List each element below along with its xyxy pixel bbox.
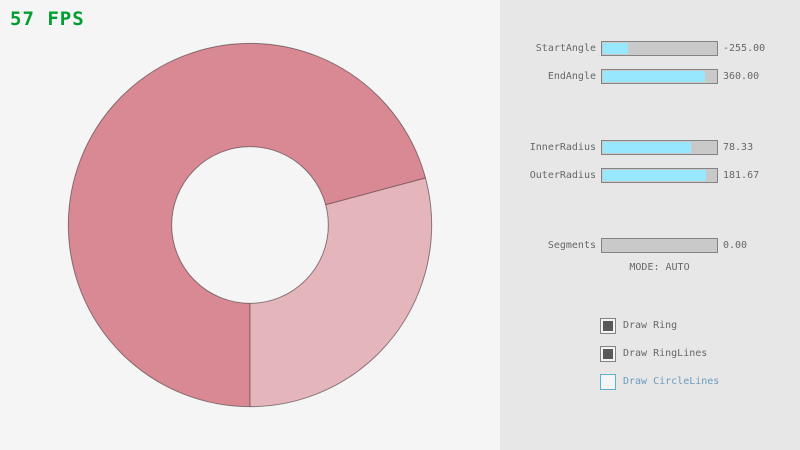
check-mark bbox=[603, 349, 613, 359]
inner-radius-slider[interactable] bbox=[601, 140, 718, 155]
slider-row: InnerRadius 78.33 bbox=[500, 140, 800, 155]
control-panel: StartAngle -255.00 EndAngle 360.00 Inner… bbox=[500, 0, 800, 450]
slider-value: 0.00 bbox=[723, 240, 748, 251]
checkbox-row: Draw Ring bbox=[600, 318, 800, 334]
outer-radius-slider[interactable] bbox=[601, 168, 718, 183]
segments-slider[interactable] bbox=[601, 238, 718, 253]
slider-value: 78.33 bbox=[723, 142, 754, 153]
end-angle-slider[interactable] bbox=[601, 69, 718, 84]
checkbox-row: Draw CircleLines bbox=[600, 374, 800, 390]
draw-ringlines-checkbox[interactable] bbox=[600, 346, 616, 362]
ring-inner-outline bbox=[171, 146, 329, 304]
segments-mode-text: MODE: AUTO bbox=[629, 262, 690, 273]
slider-row: EndAngle 360.00 bbox=[500, 69, 800, 84]
fps-counter: 57 FPS bbox=[10, 8, 85, 30]
slider-value: 181.67 bbox=[723, 170, 760, 181]
slider-value: 360.00 bbox=[723, 71, 760, 82]
slider-row: StartAngle -255.00 bbox=[500, 41, 800, 56]
checkbox-label: Draw CircleLines bbox=[623, 376, 720, 387]
checkbox-label: Draw RingLines bbox=[623, 348, 708, 359]
slider-row: OuterRadius 181.67 bbox=[500, 168, 800, 183]
slider-label: StartAngle bbox=[535, 43, 596, 54]
ring-segment-line bbox=[325, 177, 426, 206]
slider-fill bbox=[603, 142, 692, 153]
slider-label: InnerRadius bbox=[529, 142, 596, 153]
checkbox-label: Draw Ring bbox=[623, 320, 678, 331]
slider-label: OuterRadius bbox=[529, 170, 596, 181]
slider-fill bbox=[603, 43, 628, 54]
ring-light-segment bbox=[250, 177, 432, 407]
slider-value: -255.00 bbox=[723, 43, 766, 54]
draw-ring-checkbox[interactable] bbox=[600, 318, 616, 334]
start-angle-slider[interactable] bbox=[601, 41, 718, 56]
slider-label: EndAngle bbox=[547, 71, 596, 82]
draw-circlelines-checkbox[interactable] bbox=[600, 374, 616, 390]
ring-svg bbox=[67, 42, 433, 408]
check-mark bbox=[603, 321, 613, 331]
slider-label: Segments bbox=[547, 240, 596, 251]
slider-fill bbox=[603, 170, 706, 181]
slider-fill bbox=[603, 71, 705, 82]
ring-outer-outline bbox=[67, 42, 433, 408]
ring-canvas bbox=[67, 42, 433, 408]
slider-row: Segments 0.00 bbox=[500, 238, 800, 253]
checkbox-row: Draw RingLines bbox=[600, 346, 800, 362]
